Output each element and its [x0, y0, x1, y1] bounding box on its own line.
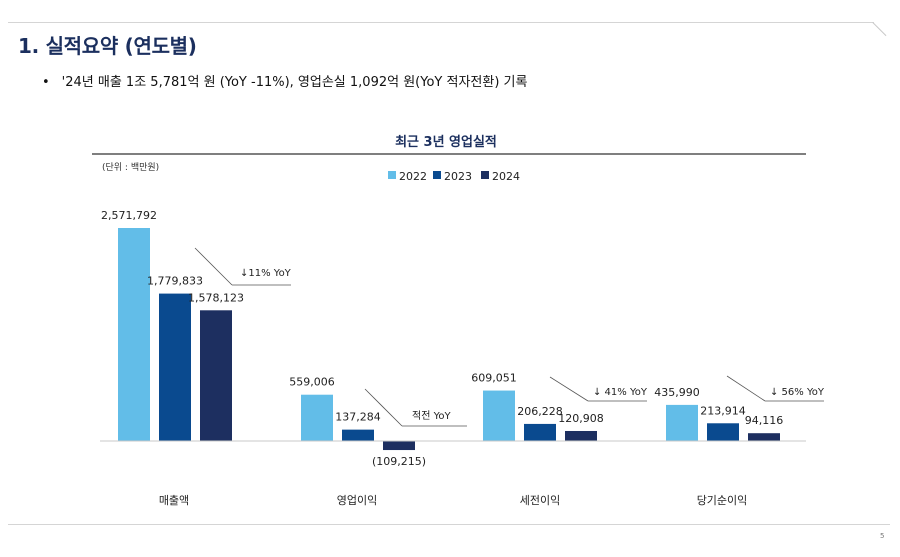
data-label-2024-0: 1,578,123	[188, 291, 244, 304]
data-label-2024-1: (109,215)	[372, 455, 426, 468]
yoy-annotation-3: ↓ 56% YoY	[770, 387, 825, 398]
data-label-2024-3: 94,116	[745, 414, 784, 427]
data-label-2023-1: 137,284	[335, 411, 381, 424]
bar-2022-3	[666, 404, 698, 441]
bar-2023-3	[707, 423, 739, 441]
yoy-annotation-0: ↓11% YoY	[240, 268, 292, 279]
data-label-2023-2: 206,228	[517, 405, 563, 418]
bar-2023-0	[159, 293, 191, 441]
data-label-2022-0: 2,571,792	[101, 209, 157, 222]
bar-2023-1	[342, 429, 374, 441]
summary-bullet: • '24년 매출 1조 5,781억 원 (YoY -11%), 영업손실 1,…	[42, 71, 527, 90]
chart-legend: 2022 2023 2024	[388, 170, 520, 183]
chart-title: 최근 3년 영업실적	[395, 134, 497, 150]
category-label-2: 세전이익	[520, 494, 560, 507]
unit-label: (단위 : 백만원)	[102, 162, 159, 173]
bar-2022-2	[483, 390, 515, 441]
yoy-annotation-2: ↓ 41% YoY	[593, 387, 648, 398]
legend-swatch-2022	[388, 171, 396, 179]
bar-2024-2	[565, 430, 597, 441]
legend-label-2024: 2024	[492, 170, 520, 183]
annotation-leader-2	[549, 376, 589, 402]
page-title: 1. 실적요약 (연도별)	[18, 34, 197, 58]
top-divider	[8, 22, 874, 23]
annotation-leader-1	[364, 388, 403, 427]
legend-label-2022: 2022	[399, 170, 427, 183]
bar-2022-1	[301, 394, 333, 441]
bottom-divider	[8, 524, 890, 525]
legend-swatch-2023	[433, 171, 441, 179]
annotation-leader-0	[194, 247, 233, 286]
legend-label-2023: 2023	[444, 170, 472, 183]
bar-2023-2	[524, 423, 556, 441]
category-label-3: 당기순이익	[697, 494, 748, 507]
category-label-0: 매출액	[159, 494, 189, 507]
data-label-2024-2: 120,908	[558, 412, 604, 425]
data-label-2022-2: 609,051	[471, 372, 517, 385]
summary-text: '24년 매출 1조 5,781억 원 (YoY -11%), 영업손실 1,0…	[61, 75, 528, 90]
bar-2024-1	[383, 441, 415, 451]
bullet-marker: •	[42, 75, 50, 90]
yoy-annotation-1: 적전 YoY	[412, 410, 451, 422]
bar-2024-3	[748, 433, 780, 441]
yoy-annotations-group: ↓11% YoY 적전 YoY ↓ 41% YoY ↓ 56% YoY	[194, 247, 825, 427]
data-label-2022-1: 559,006	[289, 376, 335, 389]
bar-2024-0	[200, 310, 232, 441]
annotation-leader-3	[726, 375, 766, 402]
legend-swatch-2024	[481, 171, 489, 179]
page-number: 5	[880, 532, 885, 540]
data-label-2023-0: 1,779,833	[147, 275, 203, 288]
category-label-1: 영업이익	[337, 494, 377, 507]
data-label-2022-3: 435,990	[654, 386, 700, 399]
category-labels-group: 매출액 영업이익 세전이익 당기순이익	[159, 494, 747, 507]
bar-2022-0	[118, 228, 150, 441]
data-labels-group: 2,571,792 1,779,833 1,578,123 559,006 137,28…	[101, 209, 783, 468]
data-label-2023-3: 213,914	[700, 404, 746, 417]
bars-group	[118, 228, 780, 451]
